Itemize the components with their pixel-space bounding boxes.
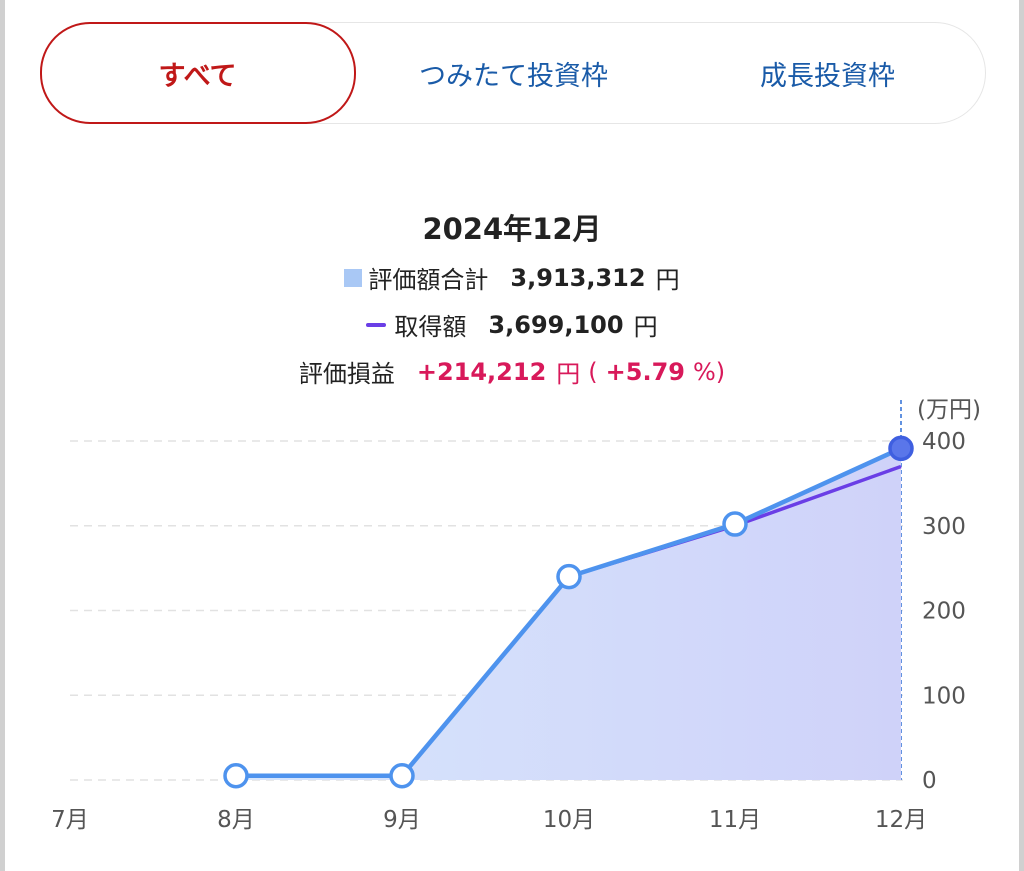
valuation-legend-swatch	[344, 268, 363, 287]
tab-growth[interactable]: 成長投資枠	[760, 60, 895, 92]
pl-paren-open: (	[588, 357, 598, 386]
valuation-point	[722, 511, 748, 537]
tab-tsumitate[interactable]: つみたて投資枠	[419, 60, 608, 92]
x-tick-label: 7月	[51, 807, 89, 833]
x-tick-label: 11月	[709, 807, 761, 833]
frame-right-edge	[1019, 0, 1024, 871]
valuation-row: 評価額合計 3,913,312 円	[0, 260, 1024, 295]
acquisition-value: 3,699,100	[488, 310, 624, 339]
pl-label: 評価損益	[298, 360, 395, 388]
valuation-point	[223, 763, 249, 789]
valuation-unit: 円	[655, 266, 680, 294]
y-tick-label: 0	[922, 768, 937, 794]
acquisition-label: 取得額	[394, 313, 467, 341]
acquisition-row: 取得額 3,699,100 円	[0, 307, 1024, 342]
valuation-point	[556, 563, 582, 590]
summary-panel: 2024年12月 評価額合計 3,913,312 円 取得額 3,699,100…	[0, 200, 1024, 389]
x-tick-label: 9月	[383, 807, 421, 833]
frame-left-edge	[0, 0, 5, 871]
y-unit-label: (万円)	[917, 397, 981, 423]
x-tick-label: 12月	[875, 807, 927, 833]
period-title: 2024年12月	[422, 212, 602, 246]
valuation-label: 評価額合計	[368, 266, 489, 294]
valuation-point	[888, 435, 914, 462]
pl-unit: 円	[556, 360, 581, 388]
valuation-area	[236, 448, 901, 780]
x-tick-label: 10月	[543, 807, 595, 833]
tab-all[interactable]: すべて	[39, 22, 356, 124]
valuation-point	[389, 763, 415, 789]
acquisition-legend-swatch	[366, 322, 387, 327]
acquisition-unit: 円	[633, 313, 658, 341]
y-tick-label: 300	[922, 514, 966, 540]
account-type-tabs: すべて つみたて投資枠 成長投資枠	[39, 22, 986, 124]
valuation-chart: 0 100 200 300 400 (万円) 7月 8月 9月 10月 11月 12月	[51, 397, 981, 833]
pl-row: 評価損益 +214,212 円 ( +5.79 %)	[0, 354, 1024, 389]
valuation-value: 3,913,312	[510, 263, 646, 292]
y-tick-label: 200	[922, 599, 966, 625]
pl-percent-unit: %)	[692, 357, 726, 386]
y-tick-label: 400	[922, 429, 966, 455]
x-tick-label: 8月	[217, 807, 255, 833]
y-tick-label: 100	[922, 683, 966, 709]
pl-value: +214,212	[416, 357, 547, 386]
pl-percent: +5.79	[605, 357, 685, 386]
